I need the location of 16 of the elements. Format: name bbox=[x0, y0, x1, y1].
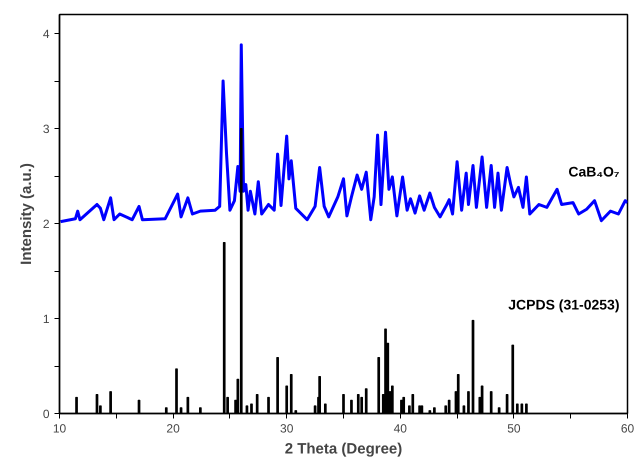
x-tick-label: 20 bbox=[166, 422, 180, 436]
x-tick-label: 30 bbox=[280, 422, 294, 436]
x-tick-label: 40 bbox=[394, 422, 408, 436]
y-tick-label: 2 bbox=[42, 217, 50, 231]
y-tick-label: 0 bbox=[42, 407, 50, 421]
x-axis-title: 2 Theta (Degree) bbox=[284, 440, 402, 458]
x-tick-label: 50 bbox=[507, 422, 521, 436]
y-tick-label: 3 bbox=[42, 122, 50, 136]
text: JCPDS (31-0253) bbox=[508, 296, 620, 312]
y-tick-label: 4 bbox=[42, 27, 50, 41]
line-series bbox=[60, 43, 628, 224]
y-tick-label: 1 bbox=[42, 312, 50, 326]
series-label: CaB₄O₇ bbox=[568, 163, 620, 180]
x-tick-label: 60 bbox=[620, 422, 634, 436]
x-tick-label: 10 bbox=[52, 422, 66, 436]
y-axis-title: Intensity (a.u.) bbox=[18, 163, 35, 265]
